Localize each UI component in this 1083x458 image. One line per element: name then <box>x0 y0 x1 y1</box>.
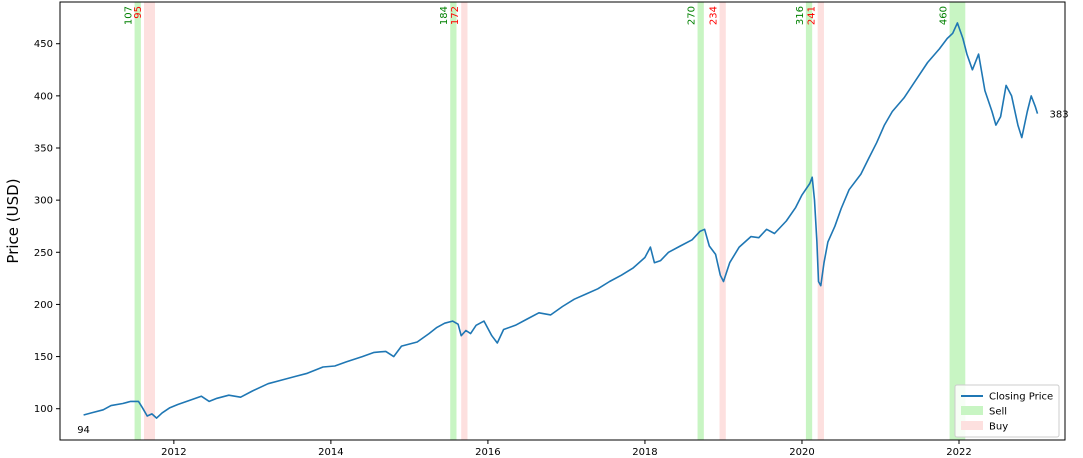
legend-sell-swatch <box>961 406 983 415</box>
sell-window-2 <box>697 2 704 440</box>
legend-sell-label: Sell <box>989 407 1007 418</box>
x-tick-label-2012: 2012 <box>161 447 186 458</box>
sell-window-4 <box>949 2 966 440</box>
y-tick-label-250: 250 <box>34 248 53 259</box>
y-tick-label-150: 150 <box>34 352 53 363</box>
buy-window-3 <box>817 2 824 440</box>
sell-window-label-3: 316 <box>795 6 806 25</box>
y-tick-label-100: 100 <box>34 404 53 415</box>
x-tick-label-2020: 2020 <box>789 447 814 458</box>
plot-frame <box>59 1 1066 441</box>
price-line-layer <box>83 22 1039 419</box>
buy-window-0 <box>144 2 156 440</box>
legend-buy-swatch <box>961 421 983 430</box>
x-tick-label-2016: 2016 <box>475 447 500 458</box>
y-tick-label-350: 350 <box>34 144 53 155</box>
buy-window-label-2: 234 <box>709 6 720 25</box>
sell-window-label-4: 460 <box>939 6 950 25</box>
price-line-0 <box>83 22 1039 419</box>
sell-window-0 <box>134 2 141 440</box>
sell-window-3 <box>805 2 813 440</box>
buy-window-label-0: 95 <box>133 6 144 19</box>
sell-window-label-0: 107 <box>124 6 135 25</box>
legend-closing-price-label: Closing Price <box>989 392 1053 403</box>
y-tick-label-200: 200 <box>34 300 53 311</box>
x-tick-label-2022: 2022 <box>946 447 971 458</box>
axes: 2012 2014 2016 2018 2020 2022 100 150 200 250 300 3… <box>34 1 1066 458</box>
buy-window-2 <box>719 2 726 440</box>
x-tick-label-2014: 2014 <box>318 447 343 458</box>
y-tick-label-400: 400 <box>34 91 53 102</box>
y-axis-label: Price (USD) <box>4 178 22 263</box>
legend-buy-label: Buy <box>989 422 1008 433</box>
sell-window-label-2: 270 <box>687 6 698 25</box>
buy-window-1 <box>461 2 468 440</box>
buy-window-label-3: 241 <box>807 6 818 25</box>
legend: Closing Price Sell Buy <box>954 384 1060 438</box>
buy-window-label-1: 172 <box>450 6 461 25</box>
x-tick-label-2018: 2018 <box>632 447 657 458</box>
sell-window-1 <box>450 2 457 440</box>
trade-windows: 107 184 270 316 460 95 172 234 241 <box>124 2 966 440</box>
y-tick-label-300: 300 <box>34 196 53 207</box>
annotations: 94 383 <box>77 110 1068 436</box>
y-tick-label-450: 450 <box>34 39 53 50</box>
sell-window-label-1: 184 <box>439 6 450 25</box>
annotation-94: 94 <box>77 425 90 436</box>
annotation-383: 383 <box>1050 110 1069 121</box>
